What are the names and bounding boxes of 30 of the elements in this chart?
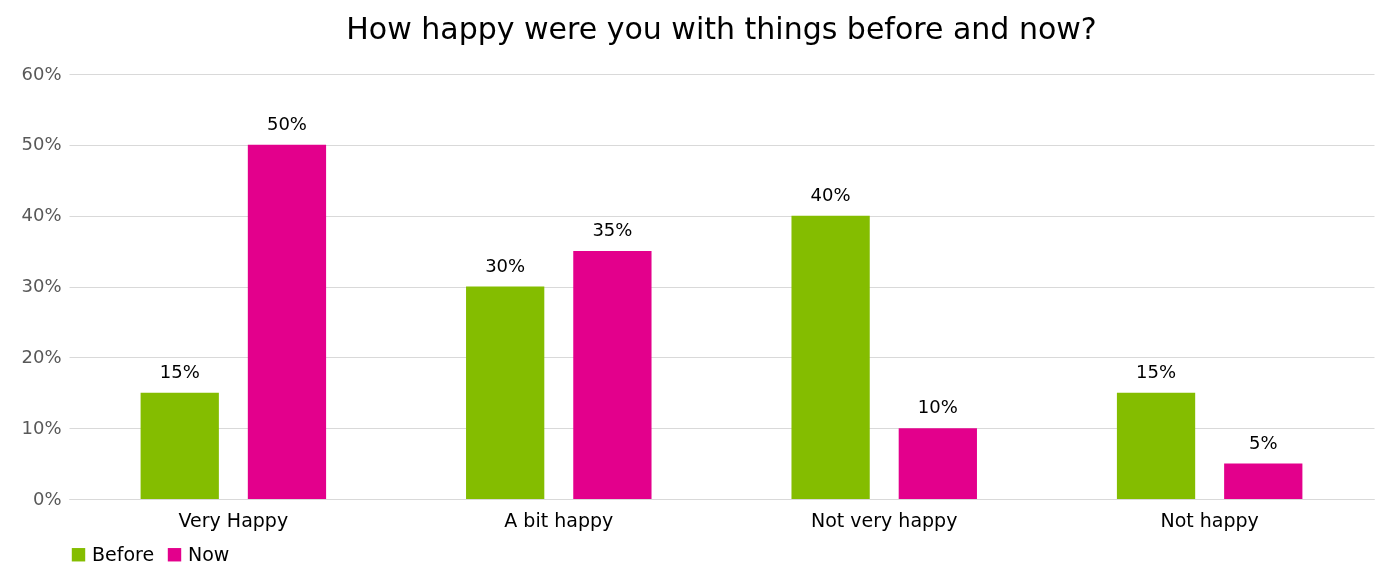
y-tick-label: 20% (21, 345, 62, 367)
data-label: 10% (917, 396, 958, 418)
y-tick-label: 40% (21, 204, 62, 226)
x-tick-label: A bit happy (504, 508, 614, 531)
data-label: 15% (159, 360, 200, 382)
data-label: 50% (266, 112, 307, 134)
data-label: 40% (810, 183, 851, 205)
y-tick-label: 60% (21, 62, 62, 84)
bar (140, 392, 219, 499)
bar (898, 428, 977, 499)
bar (573, 251, 652, 499)
chart-title: How happy were you with things before and now? (346, 11, 1097, 46)
bar (791, 215, 870, 499)
y-tick-label: 30% (21, 275, 62, 296)
data-label: 5% (1248, 431, 1278, 453)
x-tick-label: Very Happy (178, 508, 289, 531)
x-tick-label: Not happy (1160, 508, 1259, 531)
bar (247, 144, 327, 499)
bar (466, 286, 545, 499)
x-tick-label: Not very happy (811, 508, 958, 531)
y-tick-label: 0% (32, 487, 62, 509)
legend-label: Now (188, 542, 230, 565)
data-label: 15% (1136, 360, 1177, 382)
bar (1116, 392, 1196, 499)
legend-label: Before (92, 542, 155, 565)
y-tick-label: 50% (21, 133, 62, 155)
data-label: 35% (592, 219, 633, 241)
y-tick-label: 10% (21, 416, 62, 438)
data-label: 30% (485, 254, 526, 276)
bar (1224, 463, 1303, 499)
